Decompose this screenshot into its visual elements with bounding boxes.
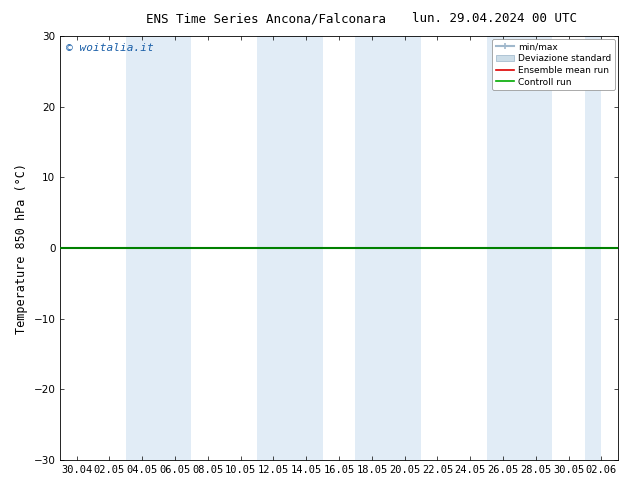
Text: ENS Time Series Ancona/Falconara: ENS Time Series Ancona/Falconara — [146, 12, 386, 25]
Legend: min/max, Deviazione standard, Ensemble mean run, Controll run: min/max, Deviazione standard, Ensemble m… — [492, 39, 615, 90]
Bar — [487, 36, 552, 460]
Text: lun. 29.04.2024 00 UTC: lun. 29.04.2024 00 UTC — [412, 12, 577, 25]
Bar — [257, 36, 323, 460]
Bar — [126, 36, 191, 460]
Text: © woitalia.it: © woitalia.it — [66, 43, 153, 52]
Bar — [585, 36, 602, 460]
Bar — [356, 36, 421, 460]
Y-axis label: Temperature 850 hPa (°C): Temperature 850 hPa (°C) — [15, 163, 28, 334]
